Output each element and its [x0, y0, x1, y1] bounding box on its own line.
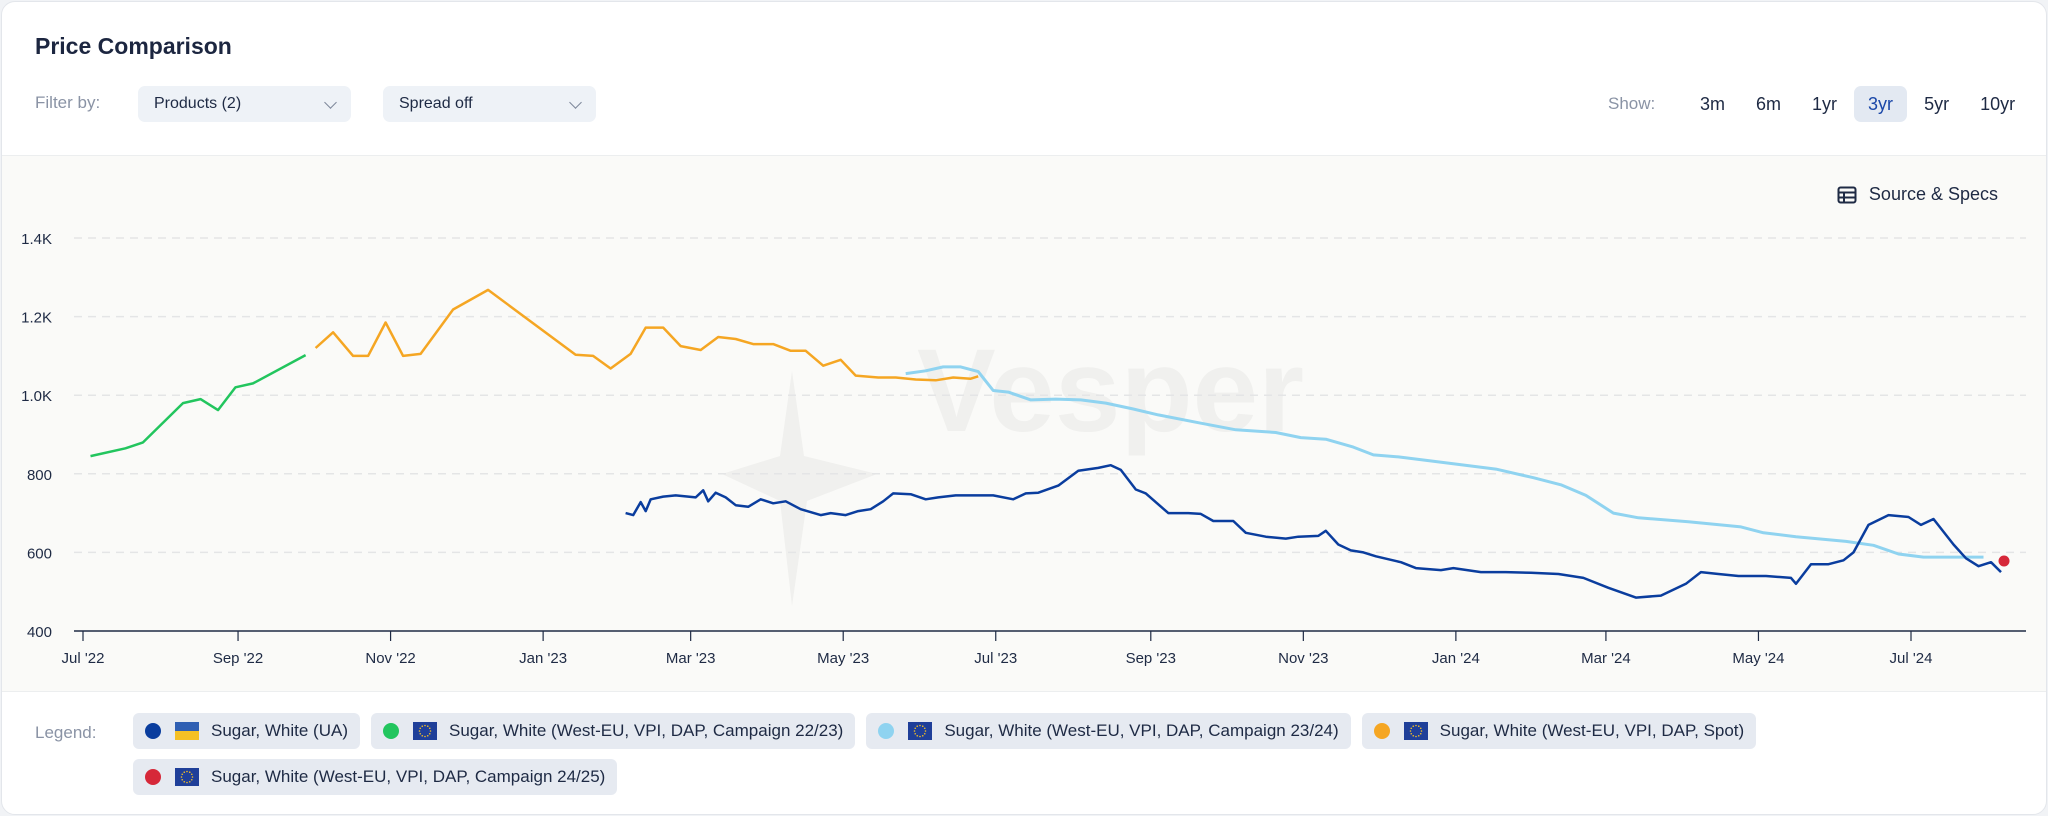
- legend-label: Legend:: [35, 723, 97, 742]
- y-tick-label: 400: [27, 624, 52, 641]
- x-tick-label: Nov '22: [365, 650, 415, 667]
- ua-flag-icon: [175, 722, 199, 740]
- time-range-selector: 3m 6m 1yr 3yr 5yr 10yr: [1686, 86, 2032, 122]
- x-tick-label: Jul '23: [974, 650, 1017, 667]
- range-button-10yr[interactable]: 10yr: [1980, 93, 2016, 114]
- range-button-3yr[interactable]: 3yr: [1854, 86, 1908, 122]
- x-tick-label: Sep '23: [1126, 650, 1176, 667]
- y-tick-label: 1.4K: [21, 231, 52, 248]
- page-title: Price Comparison: [35, 33, 232, 59]
- eu-flag-icon: [175, 768, 199, 786]
- y-tick-label: 600: [27, 545, 52, 562]
- x-tick-label: May '24: [1732, 650, 1784, 667]
- legend-item-label: Sugar, White (West-EU, VPI, DAP, Campaig…: [944, 721, 1339, 740]
- legend-item[interactable]: Sugar, White (West-EU, VPI, DAP, Campaig…: [133, 759, 618, 795]
- eu-flag-icon: [1403, 722, 1428, 740]
- x-tick-label: May '23: [817, 650, 869, 667]
- source-specs-button[interactable]: Source & Specs: [1837, 184, 1998, 205]
- legend-item[interactable]: Sugar, White (UA): [133, 713, 360, 749]
- filter-label: Filter by:: [35, 93, 101, 112]
- x-tick-label: Mar '23: [666, 650, 716, 667]
- legend-item-label: Sugar, White (West-EU, VPI, DAP, Campaig…: [449, 721, 844, 740]
- table-icon: [1837, 186, 1857, 203]
- x-tick-label: Nov '23: [1278, 650, 1328, 667]
- series-line-2: [905, 365, 1984, 559]
- range-button-1yr[interactable]: 1yr: [1812, 93, 1838, 114]
- x-tick-label: Jul '24: [1890, 650, 1933, 667]
- series-color-dot-icon: [383, 723, 399, 739]
- series-marker-point: [1998, 555, 2010, 567]
- x-tick-label: Sep '22: [213, 650, 263, 667]
- products-dropdown-value: Products (2): [154, 95, 242, 112]
- range-button-5yr[interactable]: 5yr: [1924, 93, 1950, 114]
- legend-item[interactable]: Sugar, White (West-EU, VPI, DAP, Campaig…: [866, 713, 1351, 749]
- y-tick-label: 1.0K: [21, 388, 52, 405]
- y-tick-label: 800: [27, 467, 52, 484]
- eu-flag-icon: [908, 722, 933, 740]
- products-dropdown[interactable]: Products (2): [138, 86, 351, 122]
- spread-dropdown-value: Spread off: [399, 95, 473, 112]
- series-color-dot-icon: [878, 723, 895, 739]
- range-button-6m[interactable]: 6m: [1756, 93, 1782, 114]
- watermark-logo: [722, 371, 877, 606]
- chevron-down-icon: [569, 95, 582, 109]
- chevron-down-icon: [324, 95, 337, 109]
- eu-flag-icon: [413, 722, 437, 740]
- x-tick-label: Jan '24: [1432, 650, 1480, 667]
- price-chart: Vesper 400 600 800 1.0K 1.2K 1.4K Jul '22 Sep '2…: [21, 231, 2026, 667]
- y-tick-label: 1.2K: [21, 310, 52, 327]
- series-line-3: [625, 463, 2002, 599]
- series-color-dot-icon: [1373, 723, 1390, 739]
- x-tick-label: Jul '22: [62, 650, 105, 667]
- legend-item-label: Sugar, White (West-EU, VPI, DAP, Campaig…: [211, 767, 606, 786]
- chart-area: Vesper 400 600 800 1.0K 1.2K 1.4K Jul '22 Sep '2…: [2, 155, 2046, 692]
- legend-item[interactable]: Sugar, White (West-EU, VPI, DAP, Campaig…: [371, 713, 856, 749]
- watermark-text: Vesper: [917, 325, 1304, 457]
- show-label: Show:: [1608, 94, 1656, 113]
- x-tick-label: Mar '24: [1581, 650, 1631, 667]
- range-button-3m[interactable]: 3m: [1700, 93, 1726, 114]
- legend-item-label: Sugar, White (West-EU, VPI, DAP, Spot): [1439, 721, 1745, 740]
- series-line-0: [90, 353, 307, 458]
- legend-item-label: Sugar, White (UA): [211, 721, 348, 740]
- x-tick-label: Jan '23: [519, 650, 567, 667]
- series-color-dot-icon: [145, 723, 161, 739]
- series-line-1: [314, 288, 979, 382]
- legend-item[interactable]: Sugar, White (West-EU, VPI, DAP, Spot): [1361, 713, 1757, 749]
- spread-dropdown[interactable]: Spread off: [383, 86, 596, 122]
- source-specs-label: Source & Specs: [1868, 184, 1998, 204]
- series-color-dot-icon: [145, 769, 161, 785]
